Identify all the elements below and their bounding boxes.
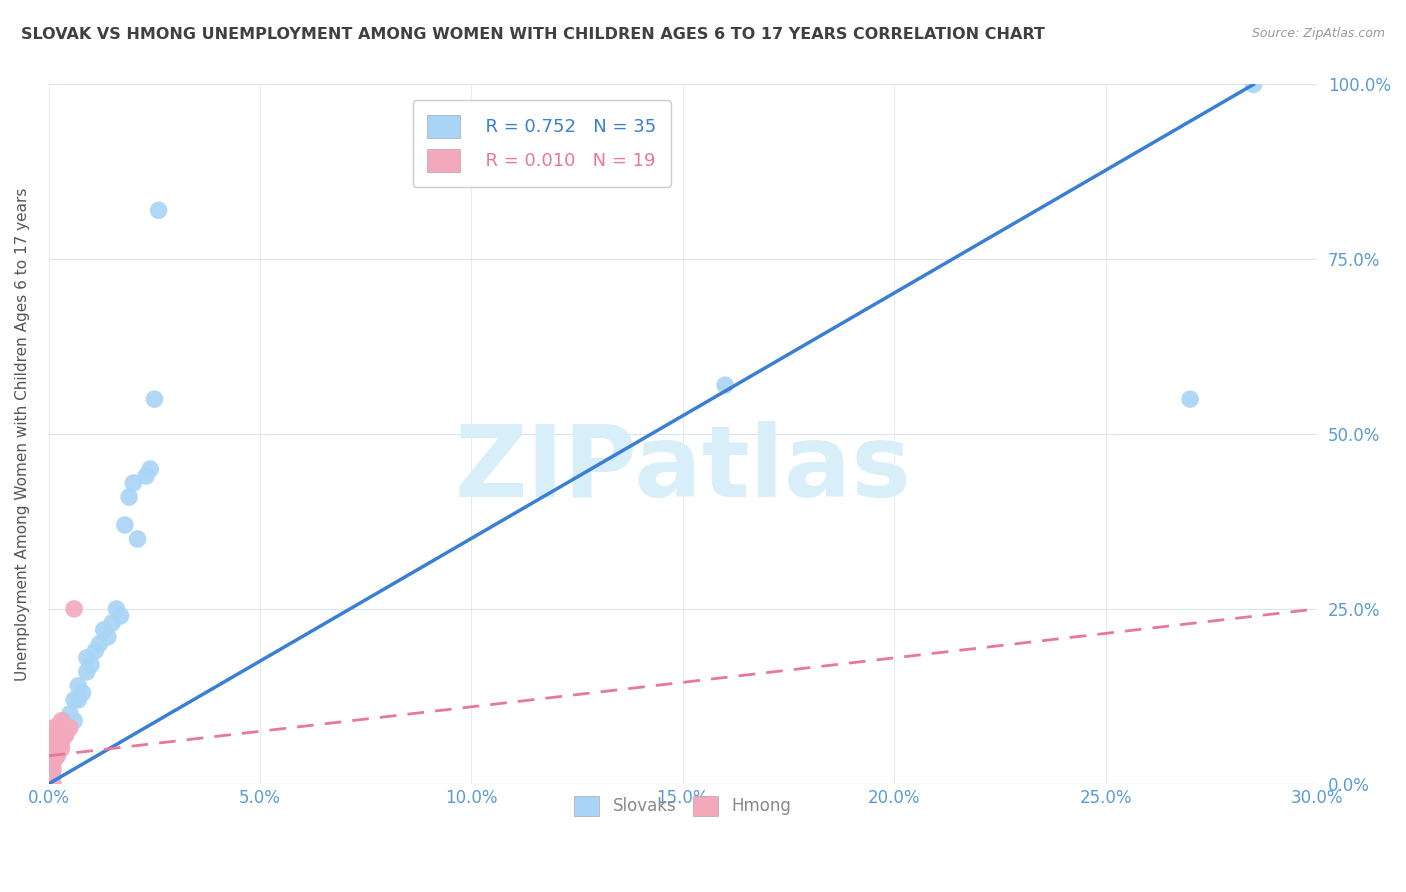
Point [51, 735, 73, 749]
Point [93, 623, 115, 637]
Point [46, 741, 69, 756]
Text: ZIPatlas: ZIPatlas [454, 420, 911, 517]
Point [51, 728, 73, 742]
Point [89, 637, 111, 651]
Point [46, 748, 69, 763]
Point [76, 665, 98, 679]
Point [72, 686, 94, 700]
Point [51, 721, 73, 735]
Point [67, 679, 90, 693]
Point [118, 490, 141, 504]
Point [42, 756, 65, 770]
Point [46, 748, 69, 763]
Point [42, 741, 65, 756]
Point [122, 476, 145, 491]
Point [55, 728, 77, 742]
Y-axis label: Unemployment Among Women with Children Ages 6 to 17 years: Unemployment Among Women with Children A… [15, 187, 30, 681]
Point [135, 469, 157, 483]
Point [51, 741, 73, 756]
Point [1178, 392, 1201, 406]
Point [51, 714, 73, 728]
Point [42, 756, 65, 770]
Point [59, 706, 82, 721]
Point [127, 532, 149, 546]
Point [80, 657, 103, 672]
Point [114, 518, 136, 533]
Point [59, 721, 82, 735]
Point [110, 608, 132, 623]
Text: SLOVAK VS HMONG UNEMPLOYMENT AMONG WOMEN WITH CHILDREN AGES 6 TO 17 YEARS CORREL: SLOVAK VS HMONG UNEMPLOYMENT AMONG WOMEN… [21, 27, 1045, 42]
Point [42, 748, 65, 763]
Point [46, 735, 69, 749]
Point [42, 777, 65, 791]
Point [42, 728, 65, 742]
Point [84, 644, 107, 658]
Point [42, 770, 65, 784]
Legend: Slovaks, Hmong: Slovaks, Hmong [567, 788, 800, 824]
Point [714, 378, 737, 392]
Point [63, 714, 86, 728]
Point [143, 392, 166, 406]
Point [105, 602, 128, 616]
Point [42, 763, 65, 777]
Point [55, 728, 77, 742]
Point [46, 728, 69, 742]
Point [42, 721, 65, 735]
Point [46, 735, 69, 749]
Text: Source: ZipAtlas.com: Source: ZipAtlas.com [1251, 27, 1385, 40]
Point [46, 721, 69, 735]
Point [1243, 78, 1265, 92]
Point [76, 651, 98, 665]
Point [97, 630, 120, 644]
Point [67, 693, 90, 707]
Point [63, 602, 86, 616]
Point [148, 203, 170, 218]
Point [55, 714, 77, 728]
Point [63, 693, 86, 707]
Point [139, 462, 162, 476]
Point [101, 615, 124, 630]
Point [51, 735, 73, 749]
